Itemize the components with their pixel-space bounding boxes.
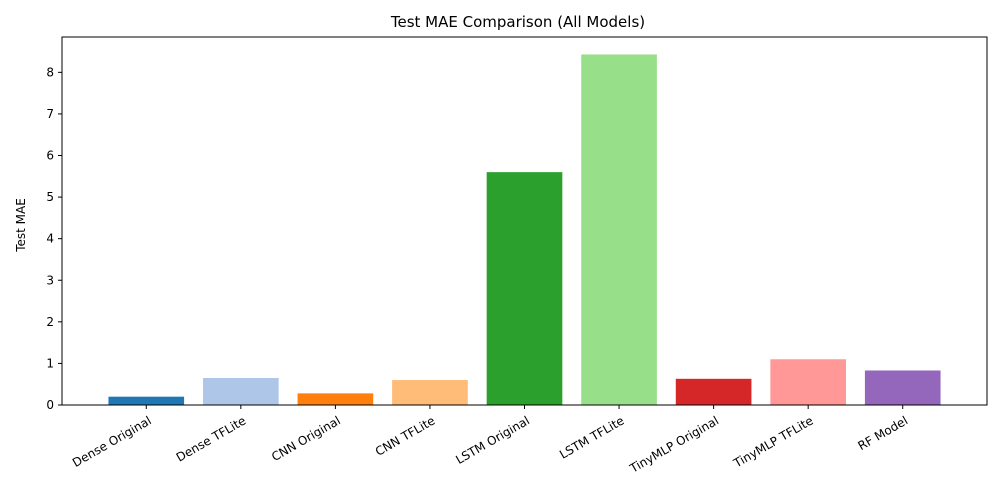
bar-dense-original — [108, 396, 185, 405]
bar-tinymlp-tflite — [770, 359, 846, 405]
x-tick-label: Dense TFLite — [174, 413, 249, 464]
bar-tinymlp-original — [675, 378, 752, 405]
x-tick-label: Dense Original — [70, 413, 154, 469]
chart-title: Test MAE Comparison (All Models) — [390, 13, 645, 31]
bar-cnn-tflite — [392, 380, 468, 405]
bar-dense-tflite — [203, 377, 279, 405]
x-tick-label: LSTM Original — [453, 413, 532, 467]
plot-border — [61, 36, 988, 406]
x-tick-label: RF Model — [856, 413, 911, 453]
y-axis-ticks: 0 1 2 3 4 5 6 7 8 — [46, 65, 62, 412]
x-tick-label: CNN TFLite — [373, 413, 438, 458]
x-tick-label: TinyMLP TFLite — [730, 413, 815, 470]
y-tick-label: 6 — [46, 149, 54, 163]
y-tick-label: 8 — [46, 65, 54, 79]
y-tick-label: 7 — [46, 107, 54, 121]
y-tick-label: 2 — [46, 315, 54, 329]
bar-lstm-tflite — [581, 54, 657, 405]
x-tick-label: CNN Original — [269, 413, 343, 464]
y-tick-label: 0 — [46, 398, 54, 412]
y-tick-label: 5 — [46, 190, 54, 204]
y-tick-label: 3 — [46, 273, 54, 287]
y-tick-label: 4 — [46, 232, 54, 246]
bar-lstm-original — [486, 172, 563, 405]
x-axis-ticks: Dense Original Dense TFLite CNN Original CN… — [70, 405, 910, 476]
x-tick-label: TinyMLP Original — [627, 413, 722, 476]
x-tick-label: LSTM TFLite — [557, 413, 626, 461]
y-tick-label: 1 — [46, 356, 54, 370]
bars-group — [108, 54, 941, 405]
bar-rf-model — [864, 370, 941, 405]
bar-cnn-original — [297, 393, 374, 405]
plot-frame — [61, 36, 988, 406]
y-axis-label: Test MAE — [14, 198, 28, 253]
